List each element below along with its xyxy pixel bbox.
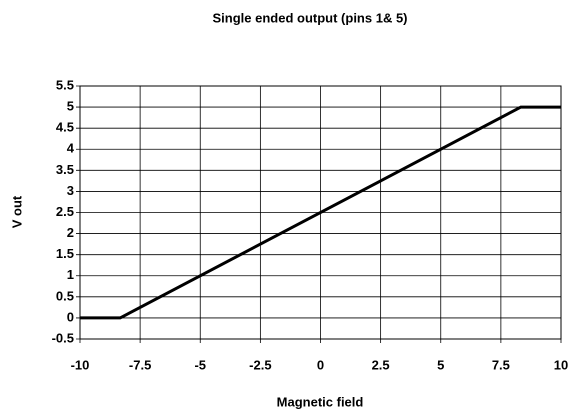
x-tick-label: 2.5 [372,357,390,372]
x-axis-label: Magnetic field [277,394,364,409]
x-tick-label: -2.5 [249,357,271,372]
x-tick-label: 10 [554,357,568,372]
plot-border [79,85,562,340]
y-tick-label: 0 [67,309,74,324]
y-tick-label: 3 [67,183,74,198]
y-tick-label: 4 [67,141,75,156]
y-tick-label: -0.5 [52,330,74,345]
y-tick-label: 1.5 [56,246,74,261]
data-line [80,105,561,320]
x-tick-label: 5 [437,357,444,372]
x-tick-label: -7.5 [129,357,151,372]
y-tick-label: 4.5 [56,120,74,135]
y-tick-label: 1 [67,267,74,282]
y-tick-label: 2.5 [56,204,74,219]
y-axis-label: V out [9,195,24,228]
x-tick-label: 7.5 [492,357,510,372]
y-tick-label: 5 [67,99,74,114]
x-tick-label: 0 [317,357,324,372]
y-tick-label: 3.5 [56,162,74,177]
y-tick-label: 5.5 [56,77,74,92]
y-tick-label: 2 [67,225,74,240]
x-tick-label: -10 [71,357,90,372]
x-tick-label: -5 [194,357,206,372]
y-tick-label: 0.5 [56,288,74,303]
chart-title: Single ended output (pins 1& 5) [213,10,408,25]
